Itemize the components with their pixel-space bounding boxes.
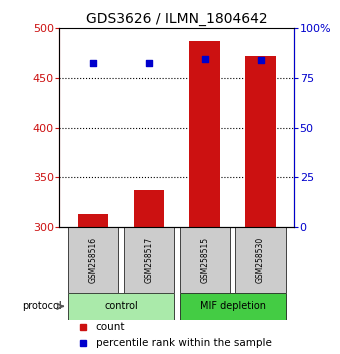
Bar xyxy=(245,56,276,227)
Text: count: count xyxy=(96,322,125,332)
FancyBboxPatch shape xyxy=(124,227,174,293)
Text: percentile rank within the sample: percentile rank within the sample xyxy=(96,338,272,348)
Text: GSM258530: GSM258530 xyxy=(256,237,265,283)
Bar xyxy=(189,41,220,227)
FancyBboxPatch shape xyxy=(180,293,286,320)
Point xyxy=(202,56,207,62)
FancyBboxPatch shape xyxy=(68,293,174,320)
Title: GDS3626 / ILMN_1804642: GDS3626 / ILMN_1804642 xyxy=(86,12,268,26)
Bar xyxy=(78,214,108,227)
Point xyxy=(258,57,263,63)
Text: MIF depletion: MIF depletion xyxy=(200,301,266,311)
FancyBboxPatch shape xyxy=(180,227,230,293)
Text: GSM258516: GSM258516 xyxy=(88,237,98,283)
FancyBboxPatch shape xyxy=(68,227,118,293)
Point xyxy=(90,60,96,66)
Point xyxy=(146,60,152,66)
Text: control: control xyxy=(104,301,138,311)
Text: GSM258517: GSM258517 xyxy=(144,237,153,283)
FancyBboxPatch shape xyxy=(235,227,286,293)
Bar xyxy=(134,190,164,227)
Text: GSM258515: GSM258515 xyxy=(200,237,209,283)
Text: protocol: protocol xyxy=(22,301,62,311)
